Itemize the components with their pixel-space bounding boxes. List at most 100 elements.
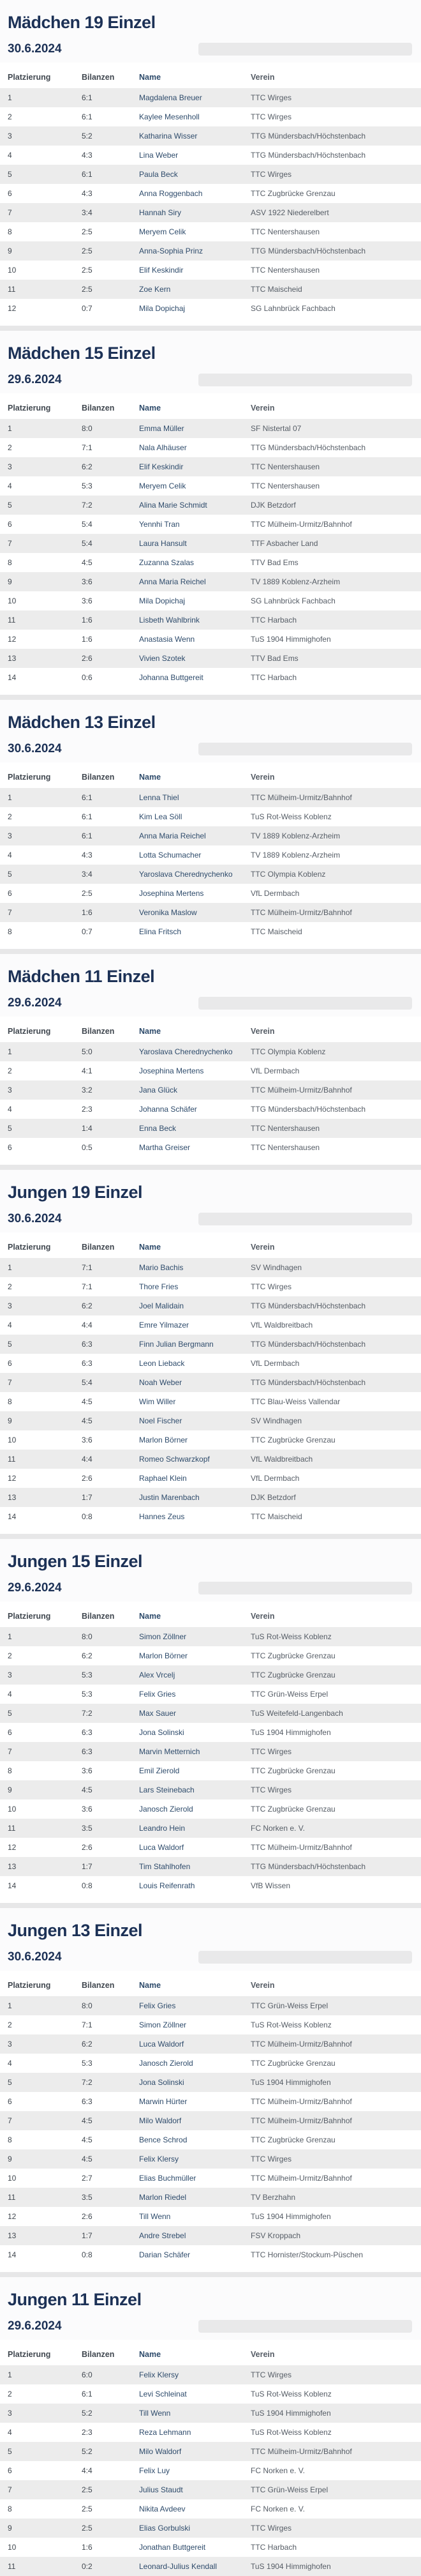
cell-verein: FSV Kroppach bbox=[251, 2231, 301, 2241]
section-date: 30.6.2024 bbox=[8, 1950, 413, 1971]
cell-bilanzen: 5:4 bbox=[82, 1378, 92, 1388]
cell-platzierung: 2 bbox=[8, 112, 12, 122]
cell-name: Meryem Celik bbox=[139, 227, 186, 237]
cell-name: Jona Solinski bbox=[139, 1728, 184, 1738]
cell-name: Leonard-Julius Kendall bbox=[139, 2562, 218, 2572]
table-header-row: Platzierung Bilanzen Name Verein bbox=[0, 397, 421, 420]
cell-name: Magdalena Breuer bbox=[139, 93, 202, 103]
table-header-row: Platzierung Bilanzen Name Verein bbox=[0, 1020, 421, 1043]
cell-platzierung: 5 bbox=[8, 2447, 12, 2457]
cell-platzierung: 4 bbox=[8, 851, 12, 860]
cell-name: Lisbeth Wahlbrink bbox=[139, 616, 200, 625]
section-divider bbox=[0, 1903, 421, 1909]
cell-platzierung: 4 bbox=[8, 2428, 12, 2437]
cell-platzierung: 6 bbox=[8, 520, 12, 529]
column-header: Name bbox=[139, 1981, 161, 1990]
cell-name: Yaroslava Cherednychenko bbox=[139, 870, 233, 879]
column-header: Bilanzen bbox=[82, 773, 115, 782]
cell-platzierung: 1 bbox=[8, 2370, 12, 2380]
cell-name: Anna Maria Reichel bbox=[139, 577, 206, 587]
cell-name: Noah Weber bbox=[139, 1378, 182, 1388]
table-row: 1 8:0 Simon Zöllner TuS Rot-Weiss Koblenz bbox=[0, 1627, 421, 1647]
cell-platzierung: 14 bbox=[8, 2250, 17, 2260]
cell-platzierung: 6 bbox=[8, 889, 12, 898]
table-row: 13 1:7 Andre Strebel FSV Kroppach bbox=[0, 2226, 421, 2246]
cell-name: Alina Marie Schmidt bbox=[139, 501, 207, 510]
cell-bilanzen: 6:1 bbox=[82, 831, 92, 841]
cell-bilanzen: 2:5 bbox=[82, 2485, 92, 2495]
cell-bilanzen: 0:7 bbox=[82, 304, 92, 314]
cell-bilanzen: 4:5 bbox=[82, 1785, 92, 1795]
cell-platzierung: 9 bbox=[8, 2155, 12, 2164]
table-row: 11 2:5 Zoe Kern TTC Maischeid bbox=[0, 280, 421, 299]
column-header: Bilanzen bbox=[82, 1612, 115, 1621]
column-header: Platzierung bbox=[8, 1981, 51, 1990]
cell-verein: TTC Zugbrücke Grenzau bbox=[251, 1805, 336, 1814]
cell-bilanzen: 4:4 bbox=[82, 1321, 92, 1330]
column-header: Verein bbox=[251, 404, 275, 413]
cell-bilanzen: 2:6 bbox=[82, 2212, 92, 2222]
cell-bilanzen: 0:8 bbox=[82, 1512, 92, 1522]
cell-verein: VfL Waldbreitbach bbox=[251, 1455, 313, 1464]
cell-platzierung: 8 bbox=[8, 227, 12, 237]
table-row: 10 2:7 Elias Buchmüller TTC Mülheim-Urmitz/… bbox=[0, 2169, 421, 2188]
section-title: Mädchen 11 Einzel bbox=[8, 967, 155, 987]
cell-bilanzen: 8:0 bbox=[82, 2001, 92, 2011]
section-date: 29.6.2024 bbox=[8, 996, 413, 1017]
cell-verein: VfL Dermbach bbox=[251, 889, 300, 898]
cell-platzierung: 3 bbox=[8, 1086, 12, 1095]
table-row: 13 1:7 Justin Marenbach DJK Betzdorf bbox=[0, 1488, 421, 1508]
cell-name: Nikita Avdeev bbox=[139, 2504, 186, 2514]
cell-name: Zuzanna Szalas bbox=[139, 558, 195, 568]
column-header: Verein bbox=[251, 773, 275, 782]
cell-name: Elina Fritsch bbox=[139, 927, 182, 937]
section-header: Jungen 13 Einzel 30.6.2024 bbox=[0, 1908, 421, 1971]
section-title: Mädchen 19 Einzel bbox=[8, 13, 156, 32]
cell-platzierung: 13 bbox=[8, 2231, 17, 2241]
cell-platzierung: 1 bbox=[8, 2001, 12, 2011]
cell-platzierung: 11 bbox=[8, 2562, 16, 2572]
table-row: 2 7:1 Simon Zöllner TuS Rot-Weiss Koblenz bbox=[0, 2015, 421, 2034]
cell-bilanzen: 4:4 bbox=[82, 2466, 92, 2476]
cell-name: Emma Müller bbox=[139, 424, 184, 434]
section-title: Jungen 19 Einzel bbox=[8, 1183, 143, 1202]
cell-bilanzen: 8:0 bbox=[82, 424, 92, 434]
cell-name: Mila Dopichaj bbox=[139, 596, 186, 606]
cell-name: Jonathan Buttgereit bbox=[139, 2543, 206, 2552]
cell-name: Hannes Zeus bbox=[139, 1512, 185, 1522]
table-row: 14 0:8 Hannes Zeus TTC Maischeid bbox=[0, 1507, 421, 1526]
table-row: 11 3:5 Leandro Hein FC Norken e. V. bbox=[0, 1819, 421, 1838]
column-header: Platzierung bbox=[8, 1243, 51, 1252]
cell-name: Reza Lehmann bbox=[139, 2428, 191, 2437]
results-section: Jungen 11 Einzel 29.6.2024 Platzierung Bila… bbox=[0, 2272, 421, 2576]
cell-bilanzen: 6:2 bbox=[82, 1301, 92, 1311]
cell-bilanzen: 4:5 bbox=[82, 2116, 92, 2126]
section-title: Mädchen 13 Einzel bbox=[8, 713, 156, 732]
cell-platzierung: 10 bbox=[8, 266, 17, 275]
cell-bilanzen: 4:3 bbox=[82, 189, 92, 199]
results-section: Jungen 15 Einzel 29.6.2024 Platzierung Bila… bbox=[0, 1534, 421, 1895]
cell-platzierung: 4 bbox=[8, 1690, 12, 1699]
cell-bilanzen: 2:3 bbox=[82, 2428, 92, 2437]
table-row: 3 6:2 Luca Waldorf TTC Mülheim-Urmitz/Bahnh… bbox=[0, 2034, 421, 2054]
column-header: Verein bbox=[251, 1243, 275, 1252]
results-table: Platzierung Bilanzen Name Verein 1 8:0 Simon Z… bbox=[0, 1605, 421, 1895]
section-title: Jungen 11 Einzel bbox=[8, 2290, 142, 2310]
cell-bilanzen: 6:3 bbox=[82, 1340, 92, 1349]
section-header: Mädchen 15 Einzel 29.6.2024 bbox=[0, 331, 421, 394]
table-row: 12 2:6 Till Wenn TuS 1904 Himmighofen bbox=[0, 2207, 421, 2226]
cell-name: Julius Staudt bbox=[139, 2485, 183, 2495]
cell-bilanzen: 2:6 bbox=[82, 1474, 92, 1483]
cell-bilanzen: 6:2 bbox=[82, 1651, 92, 1661]
cell-bilanzen: 0:8 bbox=[82, 1881, 92, 1891]
cell-name: Jona Solinski bbox=[139, 2078, 184, 2087]
table-row: 4 5:3 Felix Gries TTC Grün-Weiss Erpel bbox=[0, 1685, 421, 1704]
cell-platzierung: 6 bbox=[8, 1359, 12, 1368]
column-header: Name bbox=[139, 773, 161, 782]
cell-name: Elias Buchmüller bbox=[139, 2174, 196, 2183]
cell-verein: VfL Waldbreitbach bbox=[251, 1321, 313, 1330]
cell-name: Enna Beck bbox=[139, 1124, 177, 1133]
cell-bilanzen: 5:2 bbox=[82, 2409, 92, 2418]
table-row: 3 6:2 Joel Malidain TTG Mündersbach/Höchste… bbox=[0, 1296, 421, 1316]
cell-platzierung: 12 bbox=[8, 304, 17, 314]
